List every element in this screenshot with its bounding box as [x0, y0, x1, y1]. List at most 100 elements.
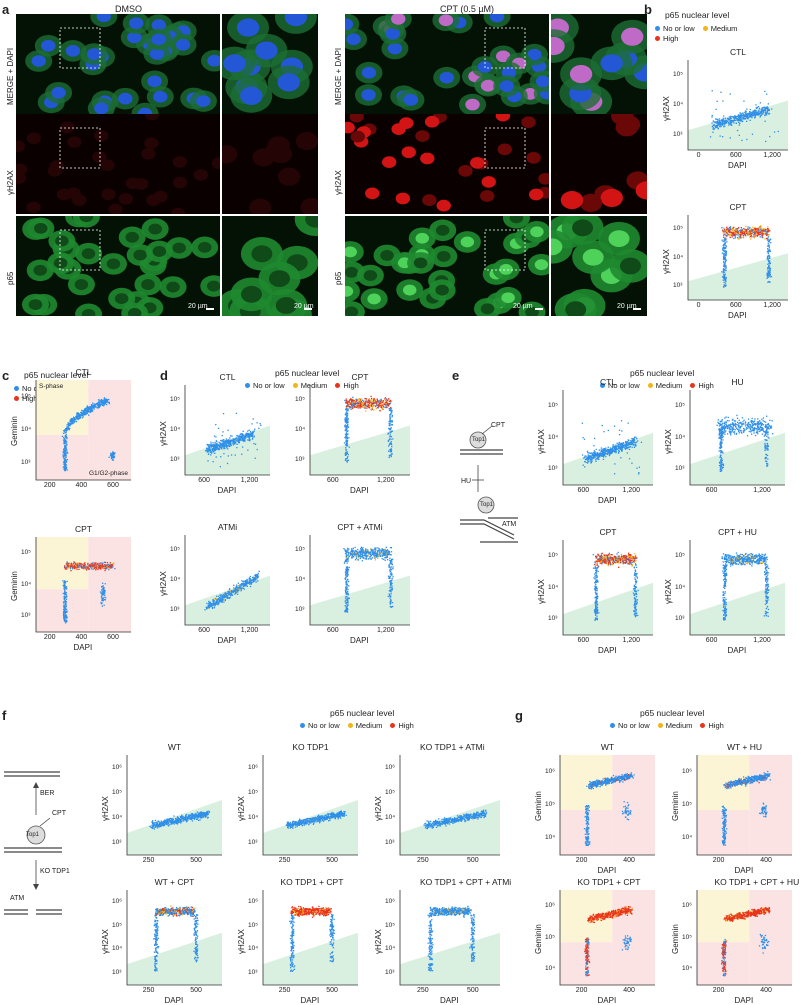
data-point	[63, 453, 65, 456]
data-point	[64, 589, 66, 591]
data-point	[768, 109, 770, 111]
data-point	[215, 424, 217, 426]
data-point	[216, 442, 218, 445]
data-point	[217, 443, 219, 446]
data-point	[102, 588, 104, 590]
data-point	[83, 414, 85, 416]
data-point	[234, 589, 237, 591]
data-point	[345, 586, 347, 588]
data-point	[628, 443, 630, 445]
data-point	[63, 441, 65, 443]
data-point	[346, 557, 349, 559]
data-point	[716, 126, 718, 128]
data-point	[61, 435, 64, 437]
data-point	[586, 450, 589, 452]
data-point	[384, 552, 386, 555]
data-point	[581, 454, 584, 456]
data-point	[370, 395, 372, 398]
data-point	[207, 451, 210, 453]
data-point	[373, 399, 375, 402]
data-point	[731, 121, 733, 123]
data-point	[90, 563, 92, 565]
data-point	[355, 556, 357, 558]
data-point	[65, 598, 68, 601]
data-point	[72, 565, 74, 567]
data-point	[84, 407, 87, 410]
data-point	[587, 457, 589, 459]
data-point	[69, 565, 72, 568]
data-point	[724, 120, 726, 123]
data-point	[722, 117, 724, 120]
data-point	[232, 444, 234, 446]
data-point	[228, 445, 230, 448]
scatter-plot-c-3	[35, 537, 131, 633]
y-axis-label: γH2AX	[662, 248, 671, 274]
data-point	[722, 122, 724, 124]
data-point	[356, 404, 358, 407]
data-point	[758, 107, 761, 109]
data-point	[750, 427, 752, 429]
data-point	[110, 564, 112, 566]
y-tick-label: 10³	[295, 456, 305, 463]
data-point	[346, 411, 348, 414]
data-point	[63, 613, 65, 616]
data-point	[91, 407, 93, 409]
data-point	[381, 408, 383, 410]
data-point	[250, 579, 252, 581]
data-point	[750, 116, 752, 118]
data-point	[768, 230, 770, 232]
data-point	[216, 599, 218, 601]
data-point	[633, 438, 635, 440]
data-point	[256, 576, 258, 579]
data-point	[91, 410, 94, 412]
data-point	[760, 226, 762, 228]
data-point	[721, 276, 724, 278]
data-point	[67, 423, 69, 425]
data-point	[73, 421, 76, 423]
data-point	[744, 118, 747, 120]
data-point	[380, 401, 382, 403]
data-point	[388, 593, 390, 595]
data-point	[255, 575, 257, 577]
annotation-g1-g2-phase: G1/G2-phase	[89, 470, 129, 477]
data-point	[106, 400, 108, 402]
data-point	[346, 401, 348, 403]
data-point	[738, 238, 740, 240]
data-point	[367, 404, 369, 406]
data-point	[726, 230, 728, 232]
data-point	[347, 405, 349, 407]
data-point	[595, 454, 597, 456]
data-point	[725, 252, 727, 254]
data-point	[723, 255, 725, 257]
legend-dot-med	[292, 383, 298, 388]
data-point	[724, 231, 726, 233]
data-point	[237, 438, 239, 440]
data-point	[390, 573, 392, 576]
data-point	[627, 441, 629, 443]
data-point	[617, 445, 619, 447]
data-point	[601, 455, 603, 457]
data-point	[630, 441, 632, 443]
data-point	[107, 401, 109, 404]
data-point	[249, 585, 252, 588]
data-point	[63, 596, 65, 598]
data-point	[228, 594, 230, 596]
data-point	[768, 241, 770, 243]
data-point	[724, 230, 726, 232]
data-point	[217, 598, 220, 600]
data-point	[737, 236, 739, 239]
data-point	[364, 397, 366, 400]
data-point	[389, 419, 391, 421]
data-point	[765, 106, 767, 108]
data-point	[247, 433, 249, 435]
data-point	[250, 435, 252, 437]
data-point	[65, 461, 68, 463]
y-tick-label: 10⁵	[673, 71, 683, 78]
data-point	[104, 569, 106, 572]
data-point	[762, 229, 764, 231]
data-point	[210, 441, 212, 443]
data-point	[761, 108, 763, 110]
data-point	[732, 120, 734, 122]
data-point	[758, 227, 760, 229]
data-point	[737, 119, 740, 122]
